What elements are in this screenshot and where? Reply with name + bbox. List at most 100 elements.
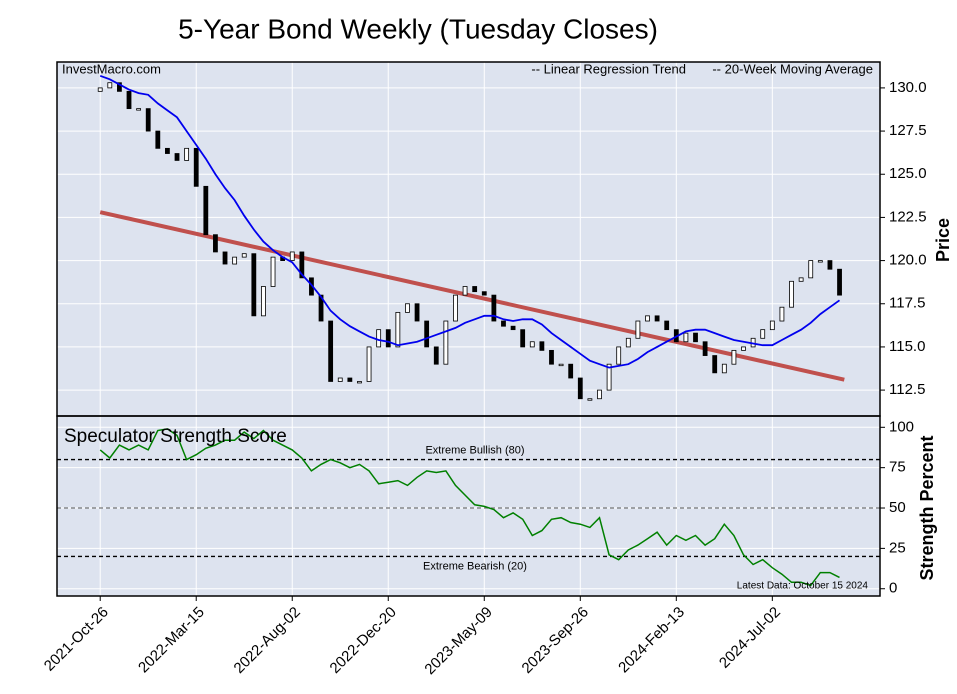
candle-body	[587, 398, 593, 401]
candle-body	[222, 251, 228, 265]
candle-body	[549, 349, 554, 365]
latest-data-note: Latest Data: October 15 2024	[737, 581, 869, 592]
candle-body	[481, 291, 487, 296]
candle-body	[126, 90, 132, 110]
candle-body	[827, 260, 833, 270]
candle-body	[366, 346, 372, 382]
candle-body	[337, 377, 343, 382]
candle-body	[568, 363, 574, 379]
candle-body	[741, 346, 746, 351]
candle-body	[712, 355, 718, 374]
candle-body	[347, 377, 353, 382]
marks	[57, 74, 880, 587]
candle-body	[789, 280, 794, 308]
candle-body	[155, 130, 161, 149]
candle-body	[817, 260, 823, 263]
y-tick-label: 50	[889, 499, 906, 516]
x-tick-label: 2022-Aug-02	[231, 604, 304, 677]
candle-body	[462, 286, 468, 296]
candle-body	[203, 185, 209, 236]
strength-line	[99, 428, 840, 587]
candle-body	[577, 377, 583, 400]
x-tick-label: 2024-Jul-02	[716, 604, 784, 672]
y-tick-label: 120.0	[889, 252, 927, 269]
candle-body	[539, 341, 545, 351]
x-tick-label: 2024-Feb-13	[615, 604, 688, 677]
candle-body	[721, 363, 727, 374]
panel-title: Speculator Strength Score	[64, 426, 287, 447]
candle-body	[414, 303, 420, 322]
candle-body	[395, 311, 401, 348]
y-axis-label: Price	[933, 218, 953, 262]
candle-body	[731, 349, 737, 365]
candle-body	[193, 147, 199, 187]
candle-body	[261, 286, 266, 317]
candle-body	[405, 303, 410, 313]
y-tick-label: 117.5	[889, 295, 925, 312]
candle-body	[117, 82, 122, 92]
candle-body	[165, 147, 170, 154]
candle-body	[597, 389, 602, 400]
x-tick-label: 2022-Mar-15	[135, 604, 208, 677]
x-tick-label: 2023-Sep-26	[519, 604, 592, 677]
strength-frame	[56, 415, 881, 597]
candle-body	[664, 320, 670, 331]
candle-body	[145, 108, 151, 132]
candle-body	[299, 251, 305, 279]
candle-body	[558, 363, 564, 367]
candle-body	[702, 341, 708, 356]
candle-body	[683, 332, 689, 343]
x-tick-label: 2023-May-09	[421, 604, 496, 679]
candle-body	[424, 320, 430, 348]
regression-line	[99, 210, 845, 382]
moving-average-line	[99, 74, 841, 369]
y-axis-label: Strength Percent	[917, 435, 937, 580]
legend-entry: -- 20-Week Moving Average	[712, 61, 873, 76]
reference-label: Extreme Bullish (80)	[425, 444, 524, 456]
candle-body	[645, 315, 650, 322]
candle-body	[213, 234, 218, 253]
candle-body	[270, 256, 276, 287]
candle-body	[501, 320, 506, 327]
candle-body	[318, 294, 324, 322]
candle-body	[385, 329, 391, 348]
candle-body	[433, 346, 439, 365]
y-tick-label: 75	[889, 459, 906, 476]
candle-body	[184, 147, 190, 161]
candle-body	[625, 337, 631, 348]
candle-body	[251, 253, 257, 317]
candle-body	[107, 82, 113, 89]
candle-body	[289, 251, 295, 261]
chart-title: 5-Year Bond Weekly (Tuesday Closes)	[178, 13, 658, 44]
candle-body	[769, 320, 775, 331]
y-tick-label: 0	[889, 580, 897, 597]
source-label: InvestMacro.com	[62, 61, 161, 76]
candle-body	[520, 329, 526, 348]
candle-body	[357, 381, 362, 384]
y-tick-label: 122.5	[889, 208, 927, 225]
candle-body	[241, 253, 247, 258]
candle-body	[779, 306, 785, 322]
candle-body	[616, 346, 622, 365]
reference-label: Extreme Bearish (20)	[423, 560, 527, 572]
y-tick-label: 115.0	[889, 338, 925, 355]
x-tick-label: 2022-Dec-20	[327, 604, 400, 677]
candle-body	[491, 294, 497, 322]
candle-body	[443, 320, 449, 365]
candle-body	[232, 256, 238, 265]
candle-body	[472, 286, 478, 293]
candle-body	[837, 268, 842, 296]
candle-body	[136, 108, 142, 111]
candle-body	[510, 325, 516, 331]
candle-body	[808, 260, 814, 279]
y-tick-label: 25	[889, 539, 906, 556]
candle-body	[654, 315, 660, 322]
candle-body	[693, 332, 698, 343]
candle-body	[97, 87, 103, 92]
candle-body	[328, 320, 334, 382]
y-tick-label: 112.5	[889, 381, 925, 398]
candle-body	[174, 153, 180, 161]
candle-body	[635, 320, 641, 339]
candle-body	[529, 341, 535, 348]
